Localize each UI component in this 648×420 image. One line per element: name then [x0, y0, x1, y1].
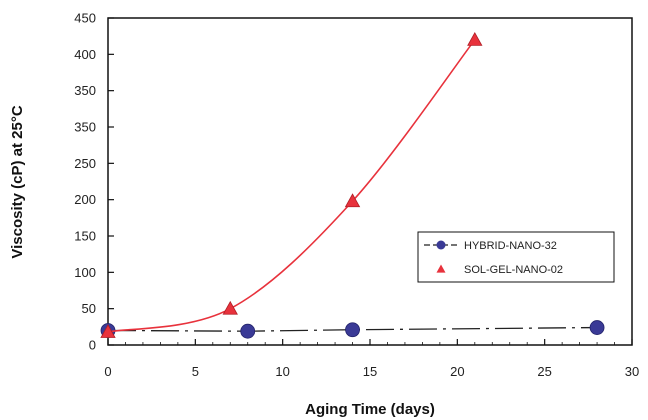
- legend-label: SOL-GEL-NANO-02: [464, 264, 563, 276]
- x-tick-label: 25: [537, 364, 551, 379]
- y-tick-label: 350: [74, 120, 96, 135]
- legend: HYBRID-NANO-32 SOL-GEL-NANO-02: [417, 231, 615, 283]
- x-axis-title: Aging Time (days): [305, 401, 435, 418]
- y-tick-label: 50: [82, 301, 96, 316]
- data-point-sol-gel: [222, 300, 238, 315]
- y-tick-label: 250: [74, 156, 96, 171]
- x-tick-label: 5: [192, 364, 199, 379]
- x-tick-label: 15: [363, 364, 377, 379]
- data-point-sol-gel: [344, 193, 361, 208]
- data-point-hybrid: [240, 323, 256, 339]
- x-tick-label: 20: [450, 364, 464, 379]
- data-point-sol-gel: [100, 324, 116, 338]
- legend-marker-hybrid: [436, 240, 446, 250]
- y-tick-label: 200: [74, 192, 96, 207]
- y-tick-label: 450: [74, 11, 96, 26]
- y-tick-label: 100: [74, 265, 96, 280]
- y-axis: 0 50 100 150 200 250 350 350 400 450: [74, 11, 114, 353]
- legend-label: HYBRID-NANO-32: [464, 240, 557, 252]
- legend-marker-sol-gel: [436, 264, 446, 273]
- y-tick-label: 150: [74, 229, 96, 244]
- y-tick-label: 350: [74, 83, 96, 98]
- x-tick-label: 30: [625, 364, 639, 379]
- series-line-sol-gel: [107, 39, 476, 333]
- legend-box: [417, 231, 615, 283]
- y-axis-title: Viscosity (cP) at 25°C: [9, 105, 26, 258]
- y-tick-label: 0: [89, 338, 96, 353]
- x-tick-label: 0: [104, 364, 111, 379]
- x-axis: 0 5 10 15 20 25 30: [104, 339, 639, 379]
- y-tick-label: 400: [74, 47, 96, 62]
- data-point-sol-gel: [467, 31, 483, 46]
- data-point-hybrid: [345, 322, 360, 338]
- data-point-hybrid: [589, 320, 605, 335]
- series-line-hybrid: [107, 326, 598, 332]
- series-layer: [100, 31, 605, 339]
- x-tick-label: 10: [275, 364, 289, 379]
